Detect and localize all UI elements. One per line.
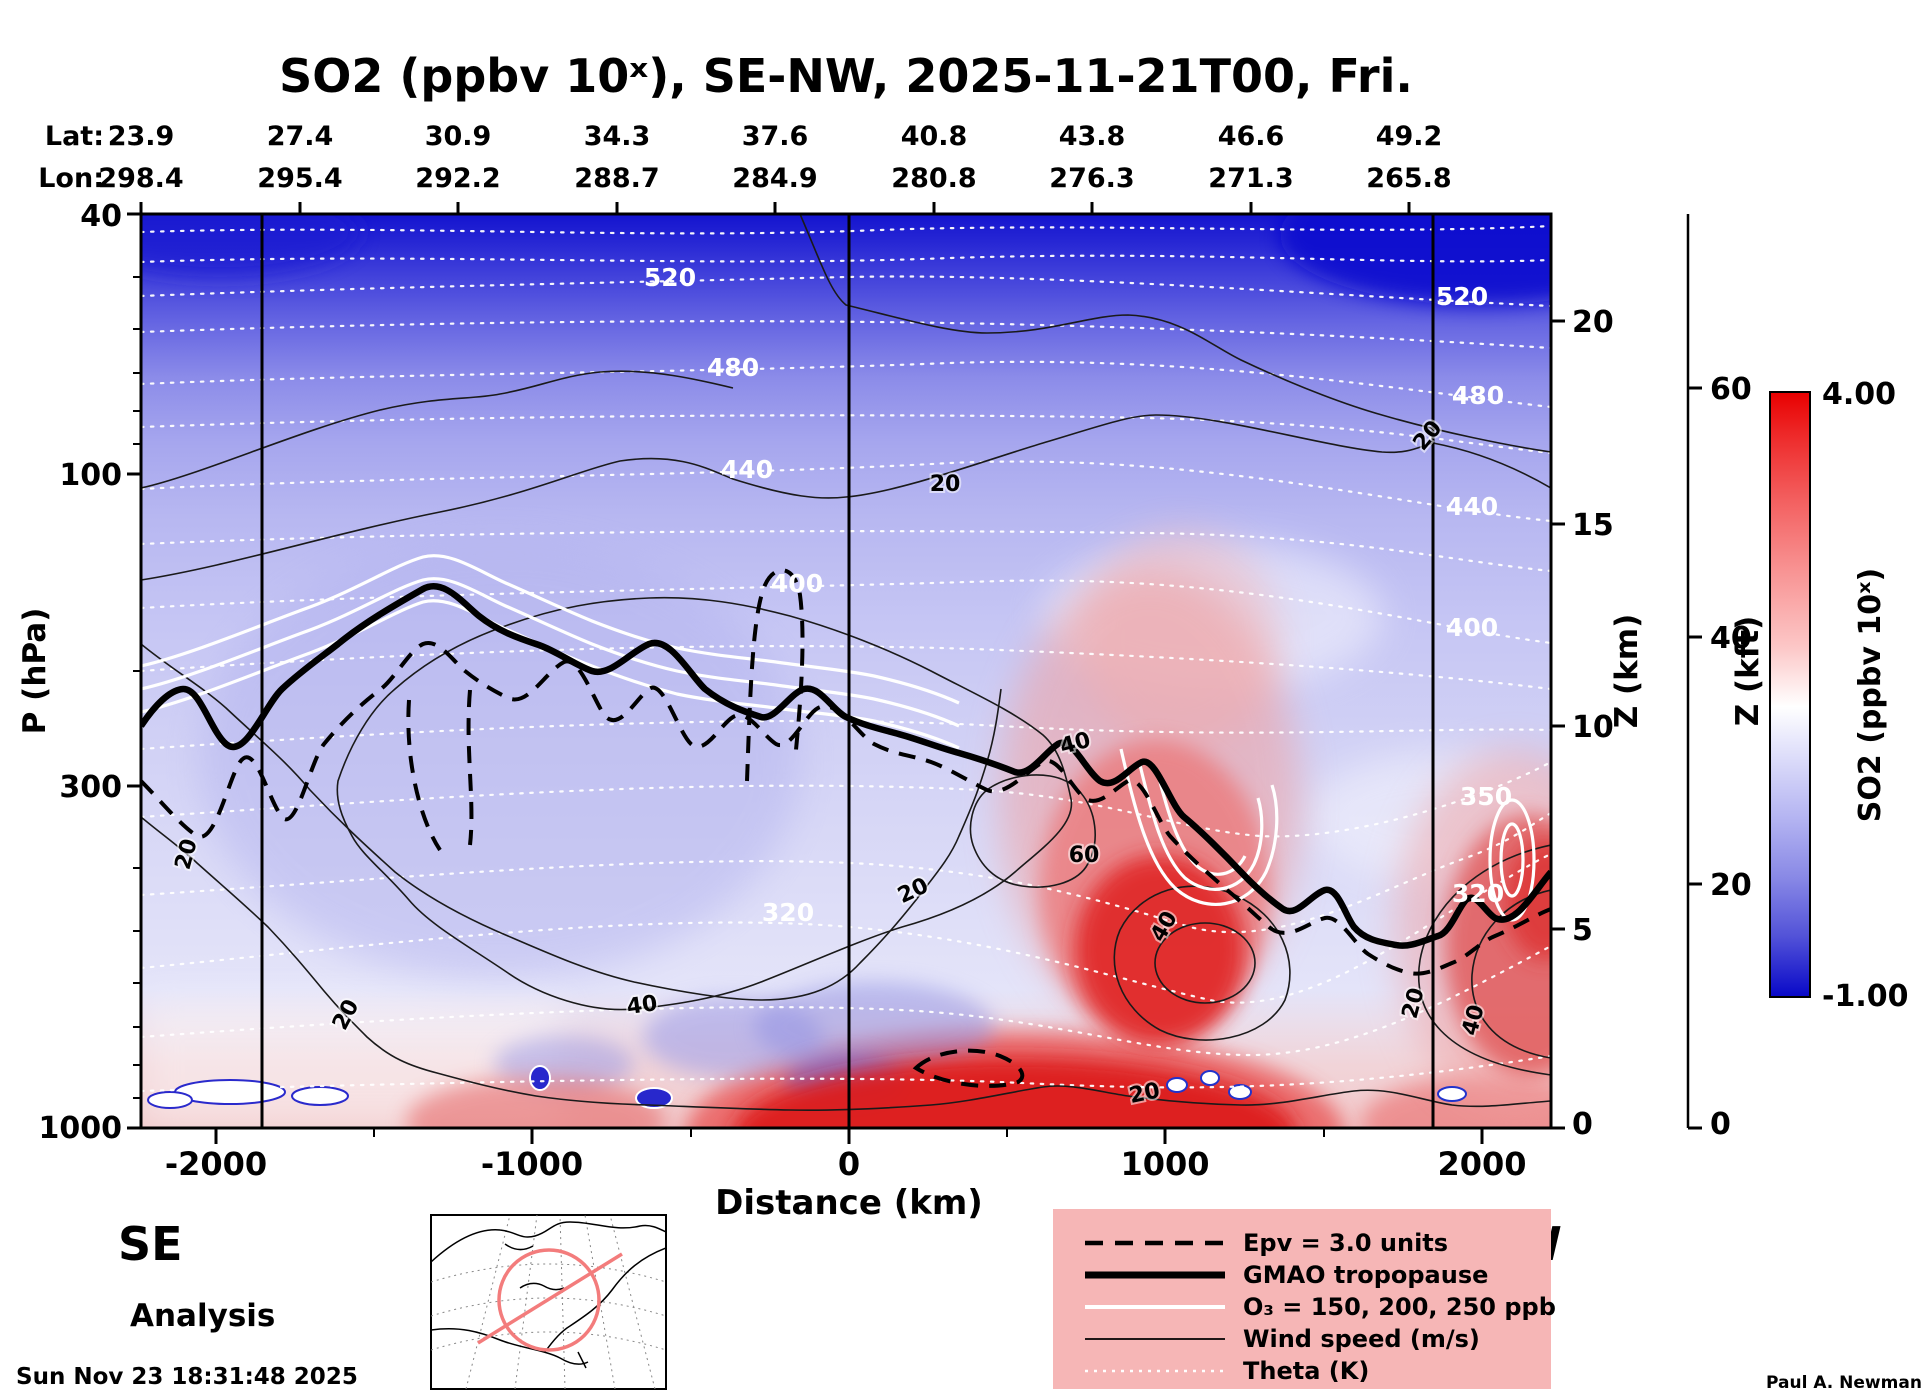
- analysis-label: Analysis: [130, 1298, 275, 1334]
- plot-frame: 40 100 300 1000 P (hPa) -2000 -1000 0 10…: [17, 199, 1645, 1183]
- pressure-axis-title: P (hPa): [17, 608, 53, 735]
- theta-label-480-right: 480: [1452, 381, 1504, 410]
- legend-label-wind: Wind speed (m/s): [1243, 1325, 1480, 1353]
- lat-value: 34.3: [584, 121, 651, 152]
- zkft-tick-20: 20: [1710, 868, 1752, 903]
- lon-value: 284.9: [732, 163, 817, 194]
- kft-axis: 60 40 20 0 Z (kft): [1686, 214, 1766, 1142]
- o3-contours: [141, 554, 1536, 922]
- lon-row-label: Lon:: [38, 163, 104, 194]
- theta-label-520-left: 520: [644, 263, 696, 292]
- distance-axis-title: Distance (km): [715, 1183, 983, 1223]
- pressure-tick-1000: 1000: [39, 1111, 123, 1146]
- lat-value: 49.2: [1376, 121, 1443, 152]
- lat-value: 43.8: [1059, 121, 1126, 152]
- lat-value: 27.4: [267, 121, 334, 152]
- legend-label-theta: Theta (K): [1243, 1357, 1369, 1385]
- lon-value: 295.4: [257, 163, 342, 194]
- zkm-tick-10: 10: [1572, 710, 1614, 745]
- colorbar-gradient: [1769, 391, 1811, 998]
- zkm-tick-5: 5: [1572, 913, 1593, 948]
- legend-label-tropopause: GMAO tropopause: [1243, 1261, 1488, 1289]
- reference-lines: [260, 214, 1435, 1128]
- zkm-tick-15: 15: [1572, 508, 1614, 543]
- distance-tick: -2000: [165, 1145, 267, 1183]
- zkm-axis-title: Z (km): [1609, 614, 1645, 729]
- zkm-tick-0: 0: [1572, 1107, 1593, 1142]
- lat-value: 46.6: [1218, 121, 1285, 152]
- distance-tick: 0: [838, 1145, 860, 1183]
- credit: Paul A. Newman (NASA: [1766, 1373, 1926, 1393]
- distance-tick: -1000: [481, 1145, 583, 1183]
- tropopause-line: [141, 583, 1551, 949]
- lat-value: 37.6: [742, 121, 809, 152]
- wind-label-40: 40: [625, 991, 659, 1020]
- corner-label-se: SE: [118, 1217, 183, 1271]
- pressure-tick-300: 300: [59, 770, 122, 805]
- legend-box: [1053, 1209, 1551, 1389]
- lat-value: 40.8: [901, 121, 968, 152]
- map-coastlines: [431, 1221, 666, 1369]
- lon-value: 292.2: [415, 163, 500, 194]
- wind-label-20: 20: [930, 472, 961, 497]
- page-title: SO2 (ppbv 10ˣ), SE-NW, 2025-11-21T00, Fr…: [279, 49, 1413, 103]
- map-border: [430, 1214, 667, 1390]
- pressure-tick-100: 100: [59, 458, 122, 493]
- theta-label-520-right: 520: [1436, 282, 1488, 311]
- lon-value: 280.8: [891, 163, 976, 194]
- colorbar-min: -1.00: [1822, 979, 1908, 1014]
- theta-label-480-left: 480: [707, 353, 759, 382]
- zkm-tick-20: 20: [1572, 305, 1614, 340]
- theta-label-440-left: 440: [721, 455, 773, 484]
- zkft-tick-60: 60: [1710, 372, 1752, 407]
- zkft-axis-title: Z (kft): [1730, 616, 1766, 727]
- theta-label-320-low: 320: [762, 898, 814, 927]
- theta-label-320-right: 320: [1452, 879, 1504, 908]
- lon-value: 276.3: [1049, 163, 1134, 194]
- distance-tick: 1000: [1120, 1145, 1209, 1183]
- legend-label-o3: O₃ = 150, 200, 250 ppb: [1243, 1293, 1556, 1321]
- theta-label-440-right: 440: [1446, 492, 1498, 521]
- zkft-tick-0: 0: [1710, 1107, 1731, 1142]
- colorbar-max: 4.00: [1822, 377, 1896, 412]
- pressure-tick-40: 40: [80, 199, 122, 234]
- theta-label-400-left: 400: [771, 569, 823, 598]
- wind-label-20: 20: [1127, 1078, 1162, 1109]
- top-axis: Lat: Lon: 23.9 27.4 30.9 34.3 37.6 40.8 …: [38, 121, 1451, 194]
- colorbar-title: SO2 (ppbv 10ˣ): [1853, 568, 1888, 822]
- wind-label-60: 60: [1069, 843, 1100, 868]
- lon-value: 288.7: [574, 163, 659, 194]
- lon-value: 271.3: [1208, 163, 1293, 194]
- lat-row-label: Lat:: [45, 121, 104, 152]
- epv-main-line: [141, 641, 1551, 976]
- lat-value: 30.9: [425, 121, 492, 152]
- lat-value: 23.9: [108, 121, 175, 152]
- epv-contour: [141, 568, 1551, 1088]
- zkft-tick-40: 40: [1710, 621, 1752, 656]
- colorbar: 4.00 -1.00 SO2 (ppbv 10ˣ): [1769, 377, 1908, 1014]
- theta-label-400-right: 400: [1446, 613, 1498, 642]
- distance-tick: 2000: [1437, 1145, 1526, 1183]
- wind-speed-contours: [141, 214, 1551, 1111]
- legend: Epv = 3.0 units GMAO tropopause O₃ = 150…: [1053, 1209, 1556, 1389]
- low-cloud-blobs: [147, 1065, 1467, 1109]
- lon-value: 265.8: [1366, 163, 1451, 194]
- theta-label-350-right: 350: [1460, 782, 1512, 811]
- map-inset: [430, 1214, 667, 1390]
- legend-label-epv: Epv = 3.0 units: [1243, 1229, 1448, 1257]
- lon-value: 298.4: [98, 163, 183, 194]
- timestamp: Sun Nov 23 18:31:48 2025: [16, 1364, 358, 1390]
- map-graticule: [431, 1215, 666, 1389]
- map-transect-overlay: [477, 1248, 623, 1352]
- footer: Sun Nov 23 18:31:48 2025 Paul A. Newman …: [16, 1364, 1926, 1393]
